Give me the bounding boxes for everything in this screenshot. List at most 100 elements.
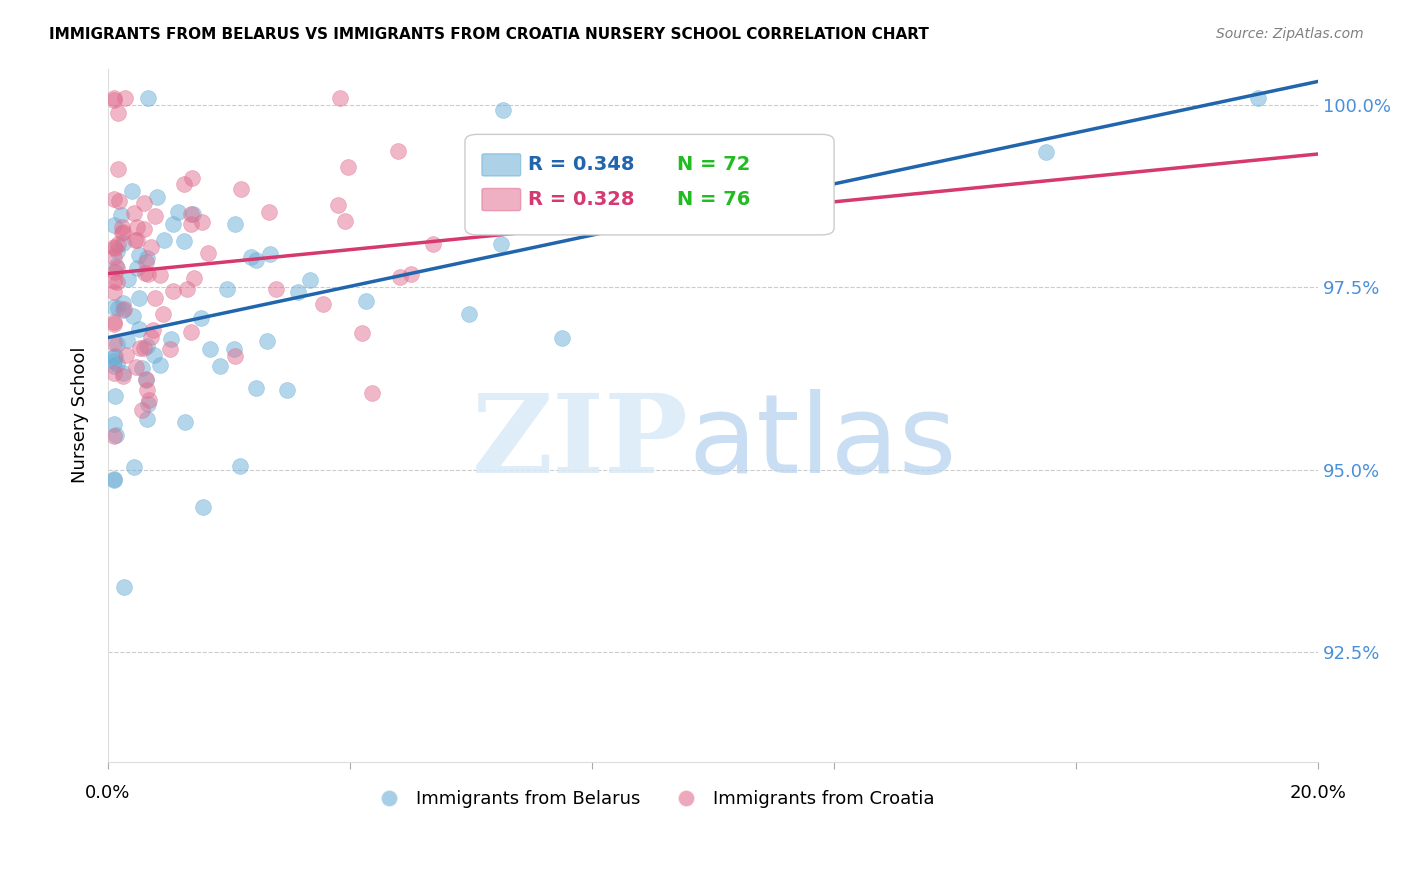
Point xyxy=(134,222,156,236)
Point xyxy=(149,358,172,372)
Point xyxy=(139,240,162,254)
Point xyxy=(131,361,153,376)
Point xyxy=(139,330,162,344)
Point xyxy=(107,106,129,120)
Point xyxy=(103,300,125,314)
Point xyxy=(257,205,280,219)
Point xyxy=(128,322,150,336)
Text: 20.0%: 20.0% xyxy=(1289,784,1347,802)
Point xyxy=(135,251,157,265)
Point xyxy=(103,359,125,374)
Point xyxy=(111,296,134,310)
Point xyxy=(173,234,195,248)
Text: R = 0.348: R = 0.348 xyxy=(527,155,634,174)
Point xyxy=(134,342,156,356)
Point xyxy=(114,91,136,105)
Point xyxy=(162,217,184,231)
Point xyxy=(162,284,184,298)
Point xyxy=(276,383,298,397)
Point xyxy=(136,91,159,105)
Point xyxy=(259,247,281,261)
Point xyxy=(197,246,219,260)
Point xyxy=(136,397,159,411)
Point xyxy=(329,91,352,105)
Point xyxy=(360,385,382,400)
Point xyxy=(422,236,444,251)
Text: 0.0%: 0.0% xyxy=(86,784,131,802)
Point xyxy=(152,233,174,247)
Text: R = 0.328: R = 0.328 xyxy=(527,190,634,209)
Point xyxy=(298,273,321,287)
Point xyxy=(215,283,238,297)
Point xyxy=(111,225,134,239)
Point xyxy=(228,458,250,473)
Point xyxy=(222,342,245,356)
Point xyxy=(112,580,135,594)
Point xyxy=(245,252,267,267)
Point xyxy=(107,301,129,315)
Point xyxy=(105,336,128,351)
Point xyxy=(160,332,183,346)
Point xyxy=(312,297,335,311)
Point xyxy=(127,233,149,247)
Point xyxy=(491,237,513,252)
Point xyxy=(103,285,125,299)
Point xyxy=(105,275,128,289)
Point xyxy=(136,267,159,281)
Point xyxy=(111,220,134,235)
Point xyxy=(142,323,165,337)
Point xyxy=(104,241,127,255)
Point xyxy=(108,194,131,208)
Point xyxy=(190,310,212,325)
Point xyxy=(104,389,127,403)
Point xyxy=(1035,145,1057,160)
Point xyxy=(193,500,215,515)
Point xyxy=(143,348,166,362)
Point xyxy=(135,373,157,387)
Point xyxy=(388,270,411,285)
Point xyxy=(492,103,515,117)
Point xyxy=(103,91,125,105)
Point xyxy=(180,325,202,339)
Point xyxy=(103,218,125,232)
Point xyxy=(117,333,139,347)
Point xyxy=(198,342,221,356)
Point xyxy=(336,160,359,174)
Point xyxy=(103,429,125,443)
Point xyxy=(111,227,134,241)
Point xyxy=(112,303,135,318)
Text: atlas: atlas xyxy=(689,390,957,496)
Point xyxy=(352,326,374,341)
Legend: Immigrants from Belarus, Immigrants from Croatia: Immigrants from Belarus, Immigrants from… xyxy=(364,782,942,815)
Point xyxy=(103,315,125,329)
Point xyxy=(239,250,262,264)
Point xyxy=(103,473,125,487)
Point xyxy=(107,236,129,251)
Point xyxy=(208,359,231,373)
Point xyxy=(191,215,214,229)
Point xyxy=(104,265,127,279)
Point xyxy=(103,366,125,380)
Text: Source: ZipAtlas.com: Source: ZipAtlas.com xyxy=(1216,27,1364,41)
Point xyxy=(103,472,125,486)
Point xyxy=(103,251,125,265)
Point xyxy=(180,207,202,221)
Point xyxy=(387,144,409,158)
Point xyxy=(112,368,135,383)
Point xyxy=(125,260,148,275)
Point xyxy=(264,282,287,296)
Point xyxy=(551,331,574,345)
Y-axis label: Nursery School: Nursery School xyxy=(72,347,89,483)
Point xyxy=(105,261,128,276)
Point xyxy=(121,309,143,323)
Point xyxy=(103,240,125,254)
Point xyxy=(104,259,127,273)
Point xyxy=(224,217,246,231)
Point xyxy=(183,271,205,285)
Point xyxy=(520,156,543,170)
FancyBboxPatch shape xyxy=(465,135,834,235)
Point xyxy=(354,293,377,308)
Point xyxy=(112,235,135,250)
Point xyxy=(121,184,143,198)
Point xyxy=(103,275,125,289)
